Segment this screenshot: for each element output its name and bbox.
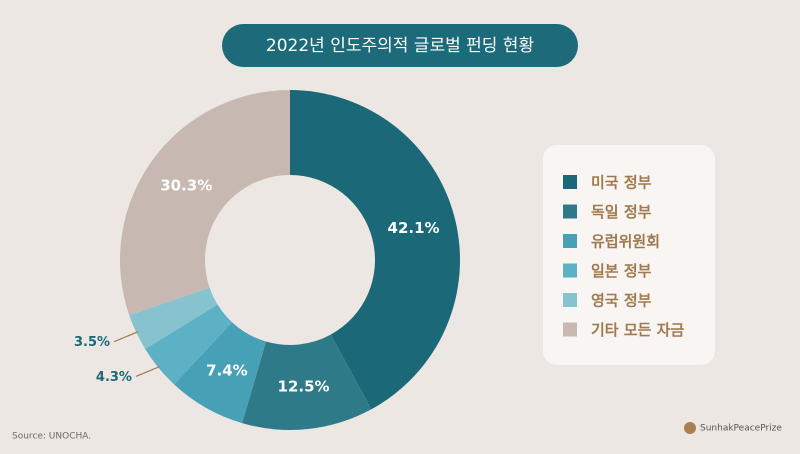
legend-swatch: [563, 293, 577, 307]
legend-label: 유럽위원회: [591, 233, 660, 251]
brand-logo: [684, 422, 696, 434]
value-label: 42.1%: [388, 219, 440, 237]
leader-line: [135, 365, 161, 377]
legend-label: 기타 모든 자금: [591, 321, 684, 339]
legend-swatch: [563, 322, 577, 337]
brand: SunhakPeacePrize: [700, 424, 782, 434]
legend-box: [543, 145, 715, 365]
value-label: 4.3%: [96, 370, 132, 385]
legend-label: 일본 정부: [591, 262, 652, 280]
legend-label: 미국 정부: [591, 174, 652, 192]
slice: [145, 304, 233, 385]
legend-swatch: [563, 263, 577, 278]
source: Source: UNOCHA.: [12, 432, 91, 442]
legend-label: 영국 정부: [591, 292, 652, 310]
legend-swatch: [563, 234, 577, 248]
legend-swatch: [563, 204, 577, 219]
value-label: 12.5%: [278, 377, 330, 395]
value-label: 30.3%: [160, 176, 212, 194]
value-label: 7.4%: [206, 361, 248, 379]
leader-line: [113, 331, 139, 343]
slice: [119, 90, 291, 316]
legend-swatch: [563, 175, 577, 189]
title-pill: [222, 24, 578, 67]
slice: [129, 287, 218, 349]
chart-title: 2022년 인도주의적 글로벌 펀딩 현황: [266, 36, 534, 56]
value-label: 3.5%: [74, 335, 110, 350]
slice: [290, 90, 461, 410]
slice: [174, 322, 267, 424]
legend-label: 독일 정부: [591, 203, 652, 221]
slice: [242, 334, 372, 430]
